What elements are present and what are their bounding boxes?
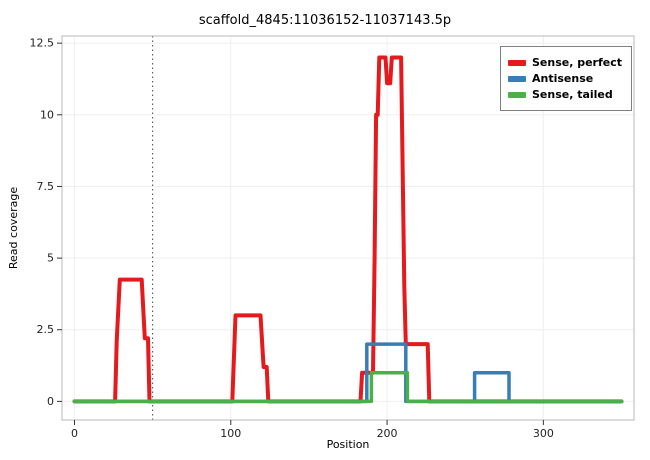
legend-label-sense-perfect: Sense, perfect bbox=[531, 56, 622, 69]
x-tick-label: 0 bbox=[71, 427, 78, 440]
legend-item-sense-tailed: Sense, tailed bbox=[507, 88, 622, 101]
y-tick-label: 2.5 bbox=[37, 323, 55, 336]
y-tick-label: 10 bbox=[40, 108, 54, 121]
x-tick-label: 300 bbox=[533, 427, 554, 440]
panel-border bbox=[61, 35, 635, 421]
y-tick-label: 12.5 bbox=[30, 37, 55, 50]
x-tick-label: 200 bbox=[377, 427, 398, 440]
legend-label-antisense: Antisense bbox=[531, 72, 594, 85]
legend-item-antisense: Antisense bbox=[507, 72, 622, 85]
chart-title: scaffold_4845:11036152-11037143.5p bbox=[198, 13, 452, 28]
y-tick-label: 7.5 bbox=[37, 180, 55, 193]
legend-swatch-sense-perfect bbox=[507, 59, 526, 66]
y-axis-label: Read coverage bbox=[7, 186, 20, 270]
series-line-sense-perfect bbox=[72, 55, 624, 404]
legend-label-sense-tailed: Sense, tailed bbox=[531, 88, 613, 101]
legend-swatch-sense-tailed bbox=[507, 91, 526, 98]
legend-swatch-antisense bbox=[507, 75, 526, 82]
x-tick-label: 100 bbox=[220, 427, 241, 440]
series-line-sense-tailed bbox=[72, 370, 624, 404]
legend-item-sense-perfect: Sense, perfect bbox=[507, 56, 622, 69]
legend: Sense, perfect Antisense Sense, tailed bbox=[499, 46, 632, 111]
x-axis-label: Position bbox=[326, 438, 370, 451]
y-tick-label: 5 bbox=[47, 252, 54, 265]
y-tick-label: 0 bbox=[47, 395, 54, 408]
